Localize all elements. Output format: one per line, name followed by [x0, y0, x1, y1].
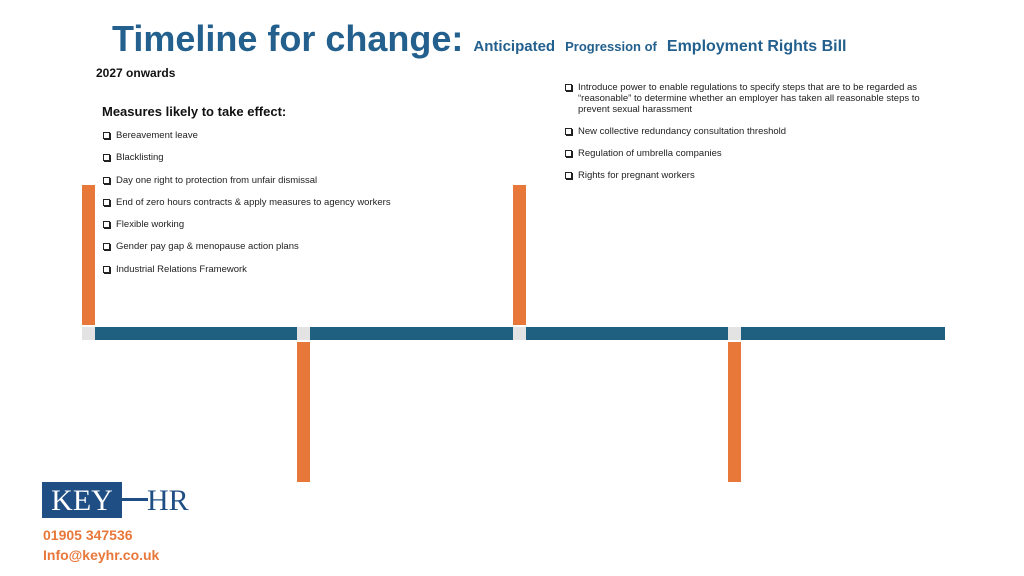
marker	[82, 327, 95, 340]
list-item: End of zero hours contracts & apply meas…	[102, 197, 391, 208]
stem	[728, 342, 741, 482]
marker	[297, 327, 310, 340]
title-block: Timeline for change: Anticipated Progres…	[112, 18, 846, 60]
list-item: Regulation of umbrella companies	[564, 148, 924, 159]
logo-key: KEY	[42, 482, 122, 518]
marker	[728, 327, 741, 340]
measure-list: Introduce power to enable regulations to…	[564, 82, 924, 192]
list-item: Gender pay gap & menopause action plans	[102, 241, 391, 252]
measure-list: Bereavement leave Blacklisting Day one rig…	[102, 130, 391, 286]
title: Timeline for change:	[112, 18, 464, 59]
list-item: Bereavement leave	[102, 130, 391, 141]
logo-line	[122, 498, 148, 501]
list-item: Flexible working	[102, 219, 391, 230]
heading: Measures likely to take effect:	[102, 104, 287, 119]
subtitle: Anticipated	[473, 38, 556, 55]
subtitle: Progression of	[565, 39, 657, 54]
list-item: Day one right to protection from unfair …	[102, 175, 391, 186]
email: Info@keyhr.co.uk	[43, 547, 160, 563]
list-item: Blacklisting	[102, 152, 391, 163]
subtitle: Employment Rights Bill	[666, 38, 847, 55]
logo-hr: HR	[147, 484, 189, 517]
period: 2027 onwards	[96, 66, 176, 80]
list-item: Industrial Relations Framework	[102, 264, 391, 275]
stem	[82, 185, 95, 325]
list-item: New collective redundancy consultation t…	[564, 126, 924, 137]
marker	[513, 327, 526, 340]
list-item: Rights for pregnant workers	[564, 170, 924, 181]
stem	[513, 185, 526, 325]
list-item: Introduce power to enable regulations to…	[564, 82, 924, 115]
stem	[297, 342, 310, 482]
phone: 01905 347536	[43, 527, 133, 543]
